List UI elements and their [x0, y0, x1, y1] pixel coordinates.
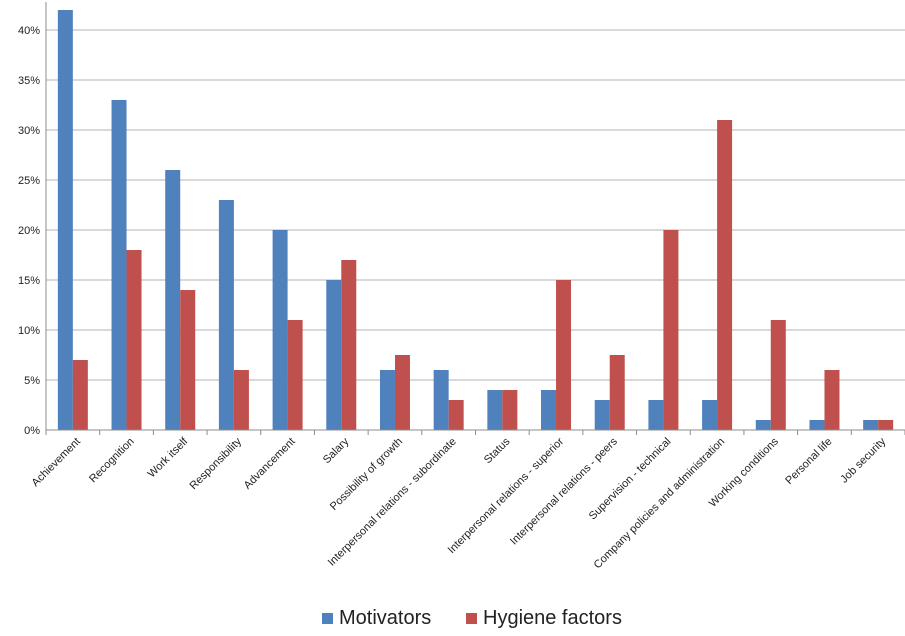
bar-hygiene-factors: [233, 370, 249, 430]
y-tick-label: 35%: [18, 75, 40, 87]
bar-motivators: [648, 400, 664, 430]
bars: [57, 10, 894, 430]
bar-hygiene-factors: [717, 120, 733, 430]
y-tick-label: 10%: [18, 325, 40, 337]
legend: Motivators Hygiene factors: [322, 607, 622, 629]
bar-hygiene-factors: [770, 320, 786, 430]
bar-motivators: [272, 230, 288, 430]
y-tick-label: 15%: [18, 275, 40, 287]
y-tick-label: 30%: [18, 125, 40, 137]
bar-hygiene-factors: [878, 420, 894, 430]
bar-hygiene-factors: [556, 280, 572, 430]
bar-hygiene-factors: [609, 355, 625, 430]
bar-motivators: [326, 280, 342, 430]
bar-motivators: [57, 10, 73, 430]
bar-hygiene-factors: [126, 250, 142, 430]
legend-label-hygiene-factors: Hygiene factors: [483, 607, 622, 629]
legend-swatch-hygiene-factors: [466, 613, 477, 624]
x-category-label: Status: [482, 435, 513, 466]
y-tick-label: 20%: [18, 225, 40, 237]
x-category-label: Advancement: [242, 436, 298, 492]
bar-hygiene-factors: [448, 400, 464, 430]
bar-motivators: [594, 400, 610, 430]
bar-motivators: [541, 390, 557, 430]
x-category-label: Responsibility: [188, 435, 245, 492]
axes: 0% 5% 10% 15% 20% 25% 30% 35% 40% Achievement Reco…: [18, 2, 905, 571]
y-tick-label: 40%: [18, 25, 40, 37]
bar-motivators: [165, 170, 181, 430]
bar-hygiene-factors: [502, 390, 518, 430]
y-tick-label: 5%: [24, 375, 40, 387]
bar-motivators: [433, 370, 449, 430]
x-category-label: Job security: [838, 435, 888, 485]
bar-motivators: [702, 400, 718, 430]
x-category-label: Salary: [321, 435, 352, 466]
legend-swatch-motivators: [322, 613, 333, 624]
x-category-label: Work itself: [146, 435, 191, 480]
y-tick-label: 0%: [24, 425, 40, 437]
bar-hygiene-factors: [824, 370, 840, 430]
x-category-label: Interpersonal relations - superior: [446, 435, 567, 556]
bar-motivators: [218, 200, 234, 430]
legend-label-motivators: Motivators: [339, 607, 431, 629]
bar-hygiene-factors: [287, 320, 303, 430]
y-tick-label: 25%: [18, 175, 40, 187]
bar-motivators: [111, 100, 127, 430]
x-category-label: Interpersonal relations - peers: [508, 435, 620, 547]
x-category-label: Achievement: [30, 436, 83, 489]
bar-motivators: [863, 420, 879, 430]
bar-hygiene-factors: [663, 230, 679, 430]
bar-motivators: [755, 420, 771, 430]
x-category-label: Recognition: [87, 436, 137, 486]
bar-hygiene-factors: [394, 355, 410, 430]
bar-hygiene-factors: [341, 260, 357, 430]
bar-motivators: [809, 420, 825, 430]
bar-motivators: [487, 390, 503, 430]
bar-motivators: [379, 370, 395, 430]
x-category-label: Personal life: [783, 436, 834, 487]
bar-hygiene-factors: [180, 290, 196, 430]
bar-hygiene-factors: [72, 360, 88, 430]
